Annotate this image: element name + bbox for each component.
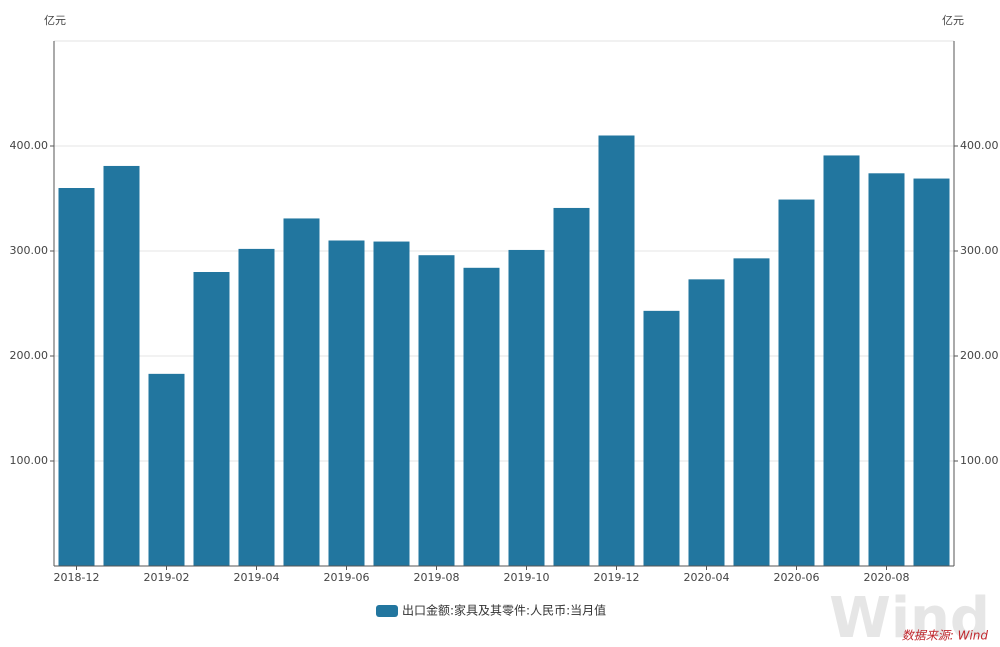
y2-tick-label: 300.00 bbox=[960, 244, 999, 257]
bar bbox=[148, 373, 185, 566]
bar bbox=[643, 310, 680, 566]
bar bbox=[688, 279, 725, 566]
bar bbox=[823, 155, 860, 566]
bar bbox=[778, 199, 815, 567]
bar bbox=[508, 249, 545, 566]
bar bbox=[283, 218, 320, 566]
x-tick-label: 2020-04 bbox=[684, 571, 730, 584]
y-tick-label: 200.00 bbox=[10, 349, 49, 362]
legend-label: 出口金额:家具及其零件:人民币:当月值 bbox=[402, 603, 606, 618]
bar bbox=[103, 165, 140, 566]
bar bbox=[733, 258, 770, 566]
bar bbox=[58, 188, 95, 566]
x-tick-label: 2019-08 bbox=[414, 571, 460, 584]
y-tick-label: 400.00 bbox=[10, 139, 49, 152]
y-tick-label: 100.00 bbox=[10, 454, 49, 467]
bar bbox=[328, 240, 365, 566]
x-tick-label: 2019-02 bbox=[144, 571, 190, 584]
bar bbox=[373, 241, 410, 567]
bar bbox=[238, 248, 275, 566]
x-tick-label: 2018-12 bbox=[54, 571, 100, 584]
x-tick-label: 2020-08 bbox=[864, 571, 910, 584]
bar bbox=[553, 207, 590, 566]
x-tick-label: 2019-12 bbox=[594, 571, 640, 584]
bar bbox=[418, 255, 455, 566]
y2-tick-label: 200.00 bbox=[960, 349, 999, 362]
y2-tick-label: 100.00 bbox=[960, 454, 999, 467]
x-tick-label: 2019-04 bbox=[234, 571, 280, 584]
y-tick-label: 300.00 bbox=[10, 244, 49, 257]
y2-tick-label: 400.00 bbox=[960, 139, 999, 152]
y-unit: 亿元 bbox=[44, 14, 66, 27]
bar bbox=[193, 272, 230, 566]
watermark: Wind bbox=[829, 586, 990, 647]
legend-swatch bbox=[376, 605, 398, 617]
x-tick-label: 2019-10 bbox=[504, 571, 550, 584]
source: 数据来源: Wind bbox=[902, 629, 989, 643]
bar bbox=[913, 178, 950, 567]
x-tick-label: 2019-06 bbox=[324, 571, 370, 584]
y2-unit: 亿元 bbox=[942, 14, 964, 27]
bar bbox=[463, 267, 500, 566]
x-tick-label: 2020-06 bbox=[774, 571, 820, 584]
bar bbox=[868, 173, 905, 567]
bar bbox=[598, 135, 635, 566]
